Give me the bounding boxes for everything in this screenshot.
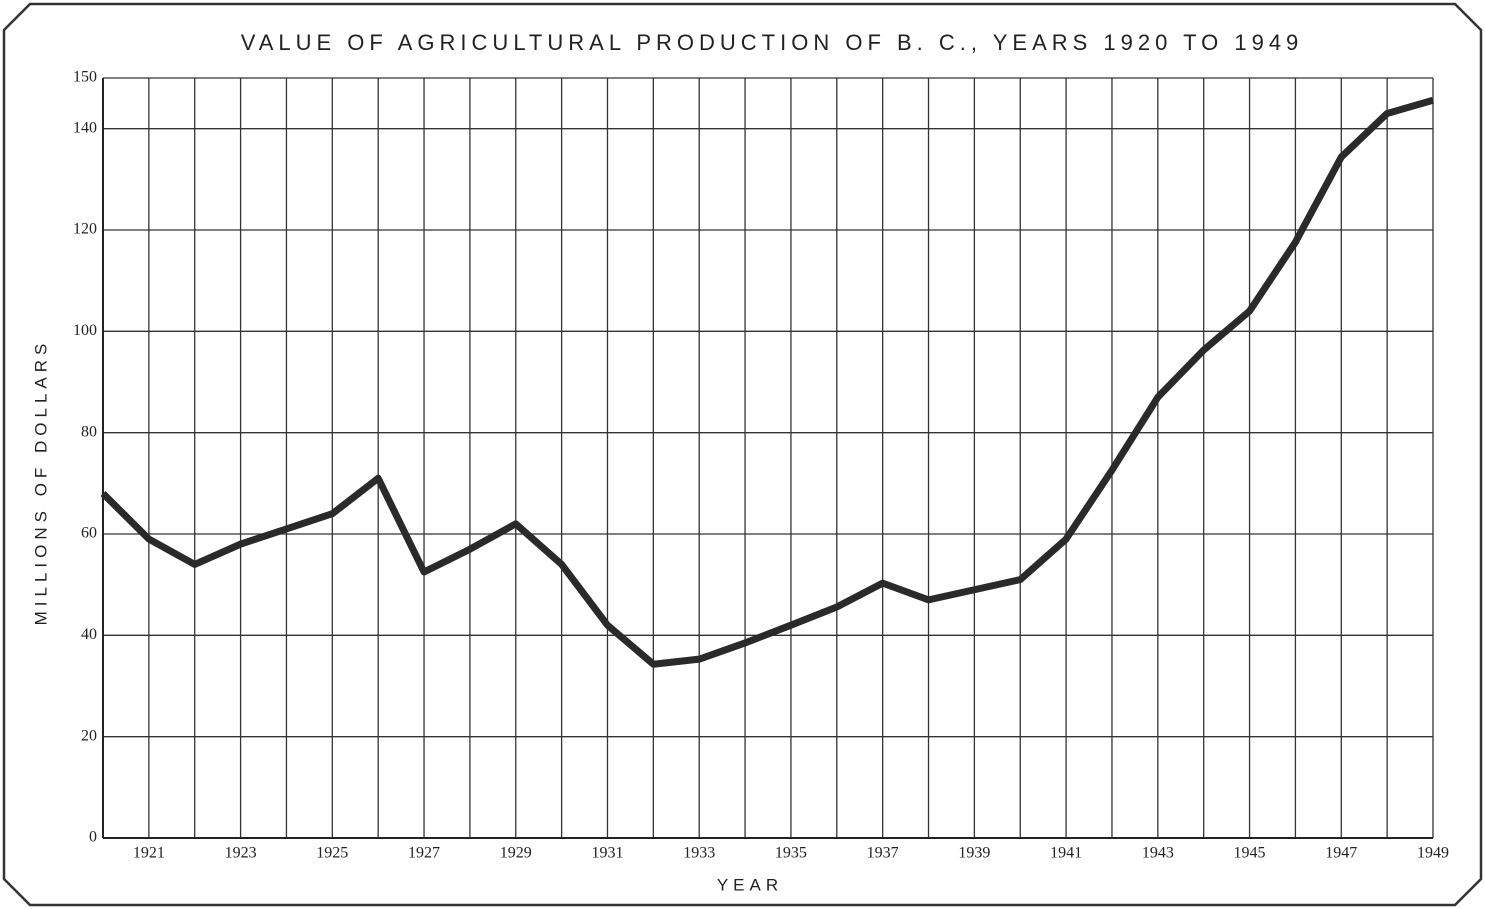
x-tick-label: 1921 [133,845,165,862]
y-tick-label: 40 [81,626,97,643]
x-tick-label: 1935 [775,845,807,862]
frame [4,4,1481,905]
x-tick-label: 1923 [225,845,257,862]
chart-title: VALUE OF AGRICULTURAL PRODUCTION OF B. C… [241,30,1304,55]
y-tick-label: 80 [81,423,97,440]
y-tick-label: 100 [73,322,97,339]
page: VALUE OF AGRICULTURAL PRODUCTION OF B. C… [0,0,1485,909]
x-tick-label: 1925 [316,845,348,862]
x-tick-label: 1927 [408,845,440,862]
x-tick-label: 1929 [500,845,532,862]
chart: VALUE OF AGRICULTURAL PRODUCTION OF B. C… [0,0,1485,909]
x-tick-label: 1949 [1417,845,1449,862]
y-tick-label: 150 [73,69,97,86]
x-tick-label: 1945 [1234,845,1266,862]
y-tick-label: 0 [89,829,97,846]
x-tick-label: 1933 [683,845,715,862]
x-tick-label: 1941 [1050,845,1082,862]
x-tick-label: 1947 [1325,845,1357,862]
x-tick-label: 1939 [958,845,990,862]
y-tick-label: 60 [81,525,97,542]
y-axis-label: MILLIONS OF DOLLARS [31,339,50,626]
x-tick-label: 1937 [867,845,899,862]
y-tick-label: 140 [73,119,97,136]
x-tick-label: 1931 [591,845,623,862]
y-tick-label: 20 [81,727,97,744]
x-tick-label: 1943 [1142,845,1174,862]
x-axis-label: YEAR [717,875,783,894]
y-tick-label: 120 [73,221,97,238]
